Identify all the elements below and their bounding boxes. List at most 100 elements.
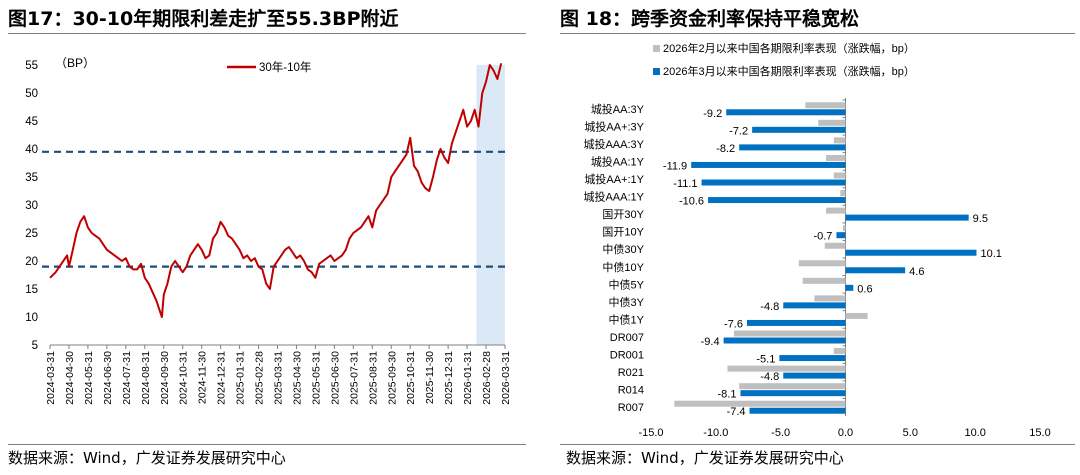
bar-mar-value-label: 4.6 (909, 266, 924, 278)
x-tick-label: 2025-07-31 (348, 351, 360, 405)
y-tick-label: 25 (25, 228, 38, 240)
bar-mar (739, 144, 846, 151)
bar-mar-value-label: -9.4 (701, 336, 720, 348)
bar-mar (691, 161, 846, 168)
bar-mar-value-label: -4.8 (760, 371, 779, 383)
x-tick-label: 5.0 (903, 427, 918, 439)
x-tick-label: 2025-04-30 (291, 351, 303, 405)
y-tick-label: 15 (25, 284, 38, 296)
bar-mar (845, 214, 969, 221)
bar-mar (783, 372, 846, 379)
category-label: 中债5Y (609, 277, 645, 291)
bar-mar-value-label: -8.1 (718, 389, 737, 401)
bar-feb (845, 312, 868, 319)
x-tick-label: 2024-12-31 (216, 351, 228, 405)
bar-mar (749, 407, 846, 414)
bar-mar (740, 390, 846, 397)
bar-mar-value-label: 10.1 (980, 248, 1001, 260)
right-title-divider (560, 33, 1075, 34)
y-tick-label: 45 (25, 116, 38, 128)
bar-feb (802, 277, 846, 284)
x-tick-label: 2024-03-31 (45, 351, 57, 405)
bar-feb (833, 137, 846, 144)
bar-mar-value-label: -7.4 (727, 406, 746, 418)
bar-mar-value-label: 0.6 (857, 283, 872, 295)
bar-mar-value-label: -11.9 (663, 160, 687, 172)
bar-mar-value-label: -5.1 (756, 354, 775, 366)
bar-feb (805, 102, 846, 109)
left-title-divider (8, 33, 526, 34)
x-tick-label: 2025-08-31 (367, 351, 379, 405)
bar-mar-value-label: -4.8 (760, 301, 779, 313)
category-label: R014 (618, 385, 644, 397)
x-tick-label: -10.0 (703, 427, 728, 439)
x-tick-label: 15.0 (1029, 427, 1050, 439)
bar-mar-value-label: -9.2 (703, 108, 722, 120)
x-tick-label: 2024-08-31 (140, 351, 152, 405)
legend-label-mar: 2026年3月以来中国各期限利率表现（涨跌幅，bp） (663, 64, 915, 78)
bar-feb (798, 260, 846, 267)
bar-mar (845, 267, 906, 274)
category-label: 城投AA+:3Y (584, 119, 644, 133)
bar-feb (826, 154, 846, 161)
y-axis-unit-label: （BP） (55, 56, 95, 70)
x-tick-label: 2026-01-31 (462, 351, 474, 405)
bar-mar (726, 109, 846, 116)
x-tick-label: 2025-05-31 (310, 351, 322, 405)
y-tick-label: 30 (25, 200, 38, 212)
left-chart-title: 图17：30-10年期限利差走扩至55.3BP附近 (8, 8, 399, 30)
right-bar-chart: 2026年2月以来中国各期限利率表现（涨跌幅，bp） 2026年3月以来中国各期限… (583, 41, 1050, 439)
bar-mar-value-label: -7.2 (729, 125, 748, 137)
x-tick-label: 2024-05-31 (83, 351, 95, 405)
bar-mar-value-label: 9.5 (973, 213, 988, 225)
x-tick-label: 2025-02-28 (254, 351, 266, 405)
right-source-note: 数据来源：Wind，广发证券发展研究中心 (566, 449, 844, 467)
x-tick-label: 2024-09-30 (159, 351, 171, 405)
bar-feb (733, 330, 846, 337)
bar-mar (708, 197, 846, 204)
category-label: 城投AAA:1Y (583, 190, 644, 204)
bar-mar (723, 337, 846, 344)
category-label: 中债30Y (602, 242, 644, 256)
category-label: DR001 (610, 350, 644, 362)
y-tick-label: 50 (25, 88, 38, 100)
left-source-note: 数据来源：Wind，广发证券发展研究中心 (8, 449, 286, 467)
left-line-chart: 5 10 15 20 25 30 35 40 45 50 55 （BP） 2024-03-31 2024-… (25, 56, 512, 405)
y-tick-label: 35 (25, 172, 38, 184)
category-label: 城投AA:1Y (591, 154, 645, 168)
bar-mar-value-label: -0.7 (813, 231, 832, 243)
category-label: 国开10Y (602, 226, 644, 239)
x-tick-label: 2025-06-30 (329, 351, 341, 405)
bar-feb (842, 225, 846, 232)
right-chart-title: 图 18：跨季资金利率保持平稳宽松 (560, 8, 860, 30)
legend-label-feb: 2026年2月以来中国各期限利率表现（涨跌幅，bp） (663, 41, 915, 55)
legend-swatch-feb (653, 45, 660, 52)
x-tick-label: 2025-11-30 (424, 351, 436, 404)
bar-feb (833, 348, 846, 355)
bar-mar (746, 319, 846, 326)
bar-feb (818, 119, 846, 126)
bar-mar-value-label: -11.1 (673, 178, 697, 190)
x-tick-label: -5.0 (771, 427, 790, 439)
category-label: 城投AAA:3Y (583, 137, 644, 151)
x-tick-label: 2025-10-31 (405, 351, 417, 405)
legend-swatch-mar (653, 68, 660, 75)
x-tick-label: -15.0 (638, 427, 663, 439)
category-label: 国开30Y (602, 208, 644, 221)
y-tick-label: 10 (25, 312, 38, 324)
x-tick-label: 0.0 (838, 427, 853, 439)
category-label: 城投AA:3Y (591, 102, 645, 116)
bar-mar (845, 284, 854, 291)
bar-mar (845, 249, 977, 256)
bar-feb (826, 207, 846, 214)
bar-mar (779, 355, 846, 362)
category-label: 中债1Y (609, 312, 645, 326)
bar-mar (701, 179, 846, 186)
bar-mar-value-label: -10.6 (679, 196, 704, 208)
category-label: 中债3Y (609, 295, 645, 309)
category-label: R007 (618, 402, 644, 414)
legend-label-30y-10y: 30年-10年 (259, 60, 311, 74)
right-bottom-divider (560, 444, 1075, 445)
shaded-recent-period (476, 65, 505, 345)
series-line-30y-minus-10y (49, 63, 503, 318)
